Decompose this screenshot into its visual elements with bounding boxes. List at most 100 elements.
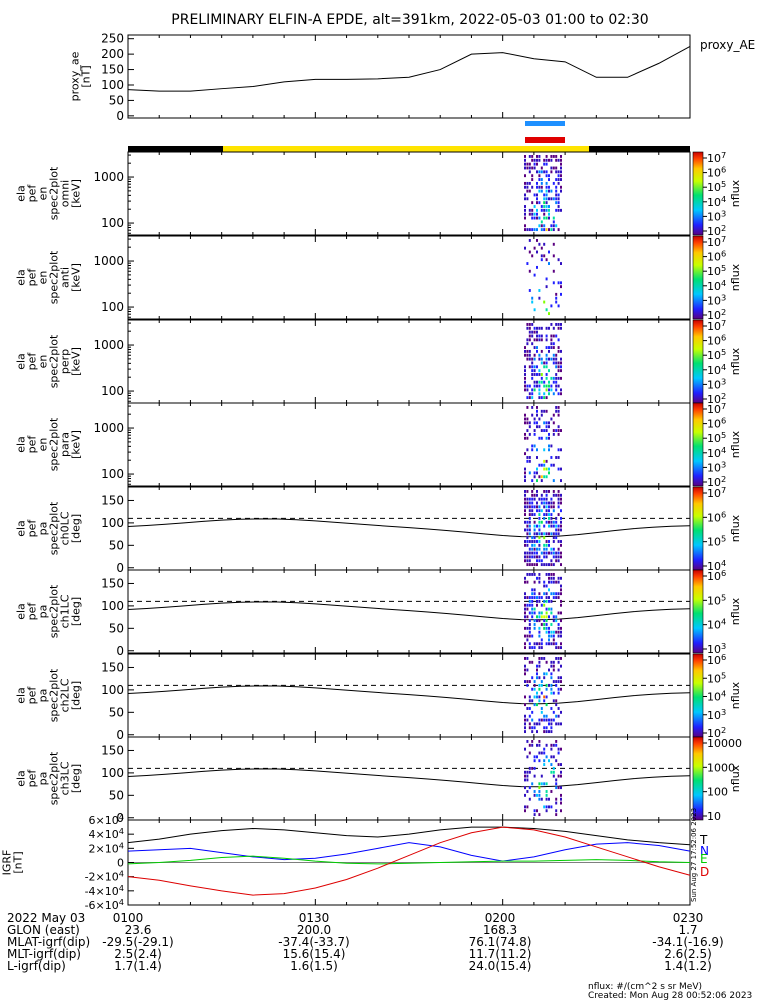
spectrogram-pixel	[545, 205, 548, 208]
spectrogram-pixel	[536, 265, 538, 269]
spectrogram-pixel	[557, 611, 560, 615]
spectrogram-pixel	[552, 493, 555, 497]
spectrogram-pixel	[536, 349, 538, 353]
spectrogram-pixel	[533, 432, 536, 436]
ylabel-line: spec2plot	[48, 668, 61, 722]
spectrogram-pixel	[543, 361, 546, 365]
spectrogram-pixel	[545, 501, 548, 505]
spectrogram-pixel	[538, 657, 541, 660]
spectrogram-pixel	[524, 155, 526, 158]
spectrogram-pixel	[552, 532, 555, 536]
spectrogram-pixel	[538, 664, 541, 668]
spectrogram-pixel	[540, 380, 543, 384]
spectrogram-pixel	[531, 615, 534, 619]
spectrogram-pixel	[555, 353, 558, 357]
spectrogram-pixel	[543, 505, 546, 509]
spectrogram-pixel	[533, 680, 536, 683]
spectrogram-pixel	[533, 687, 536, 691]
spectrogram-pixel	[560, 630, 562, 634]
spectrogram-pixel	[550, 718, 553, 722]
footer-row-label: MLT-igrf(dip)	[7, 947, 81, 961]
spectrogram-pixel	[545, 509, 548, 513]
spectrogram-pixel	[560, 747, 562, 751]
spectrogram-pixel	[533, 592, 536, 596]
colorbar-tick-label: 106	[707, 416, 726, 431]
spectrogram-pixel	[560, 786, 562, 790]
spectrogram-pixel	[538, 380, 541, 384]
spectrogram-pixel	[528, 619, 531, 623]
spectrogram-pixel	[540, 623, 543, 626]
spectrogram-pixel	[557, 193, 560, 197]
spectrogram-pixel	[533, 330, 536, 334]
spec-panel-5: 050100150elapefpaspec2plotch0LC[deg]1041…	[15, 485, 743, 575]
spectrogram-pixel	[548, 346, 550, 349]
spectrogram-pixel	[526, 707, 529, 710]
spectrogram-pixel	[557, 365, 560, 369]
colorbar-tick-label: 104	[707, 558, 726, 573]
spectrogram-pixel	[538, 189, 541, 193]
ytick-label: 100	[101, 516, 124, 530]
spectrogram-pixel	[543, 490, 546, 493]
spectrogram-pixel	[543, 212, 546, 216]
ylabel-line: pef	[26, 435, 39, 454]
spectrogram-pixel	[550, 166, 553, 170]
spectrogram-pixel	[533, 421, 536, 425]
spectrogram-pixel	[526, 524, 529, 528]
spectrogram-pixel	[524, 208, 526, 212]
spectrogram-pixel	[550, 755, 553, 759]
spec-panel-8: 050100150elapefpaspec2plotch3LC[deg]1010…	[15, 736, 742, 825]
spectrogram-pixel	[533, 346, 536, 349]
spectrogram-pixel	[560, 178, 562, 181]
spectrogram-pixel	[555, 429, 558, 432]
spectrogram-pixel	[531, 342, 534, 346]
spectrogram-pixel	[543, 516, 546, 520]
spectrogram-pixel	[557, 513, 560, 516]
spectrogram-pixel	[536, 672, 538, 676]
spectrogram-pixel	[560, 528, 562, 532]
spectrogram-pixel	[528, 505, 531, 509]
spectrogram-pixel	[524, 197, 526, 201]
spectrogram-pixel	[536, 619, 538, 623]
spectrogram-pixel	[557, 763, 560, 766]
spectrogram-pixel	[538, 155, 541, 158]
ylabel-line: pa	[37, 772, 50, 786]
spectrogram-pixel	[543, 429, 546, 432]
spectrogram-pixel	[552, 155, 555, 158]
spectrogram-pixel	[545, 384, 548, 388]
ylabel-line: ela	[15, 353, 28, 370]
colorbar-tick-label: 104	[707, 689, 726, 704]
spectrogram-pixel	[538, 392, 541, 396]
ylabel-line: [nT]	[80, 65, 93, 87]
spectrogram-pixel	[540, 691, 543, 695]
spectrogram-pixel	[531, 588, 534, 592]
spectrogram-pixel	[528, 751, 531, 755]
spectrogram-pixel	[533, 326, 536, 330]
colorbar-tick-label: 106	[707, 652, 726, 667]
spectrogram-pixel	[560, 657, 562, 660]
spectrogram-pixel	[531, 547, 534, 551]
spectrogram-pixel	[526, 436, 529, 440]
spectrogram-pixel	[548, 642, 550, 646]
spectrogram-pixel	[555, 536, 558, 540]
spectrogram-pixel	[552, 592, 555, 596]
spectrogram-pixel	[550, 576, 553, 580]
spectrogram-pixel	[536, 722, 538, 726]
spectrogram-pixel	[528, 743, 531, 747]
spectrogram-pixel	[555, 782, 558, 786]
spectrogram-pixel	[543, 730, 546, 734]
spectrogram-pixel	[524, 668, 526, 672]
ylabel-line: [keV]	[70, 347, 83, 376]
proxy-ae-line	[127, 45, 691, 92]
spectrogram-pixel	[536, 467, 538, 471]
colorbar-label: nflux	[729, 764, 742, 792]
spectrogram-pixel	[560, 516, 562, 520]
spectrogram-pixel	[524, 185, 526, 189]
spectrogram-pixel	[560, 642, 562, 646]
spectrogram-pixel	[555, 786, 558, 790]
spectrogram-pixel	[557, 626, 560, 630]
spectrogram-pixel	[550, 607, 553, 611]
spectrogram-pixel	[545, 505, 548, 509]
spectrogram-pixel	[540, 718, 543, 722]
